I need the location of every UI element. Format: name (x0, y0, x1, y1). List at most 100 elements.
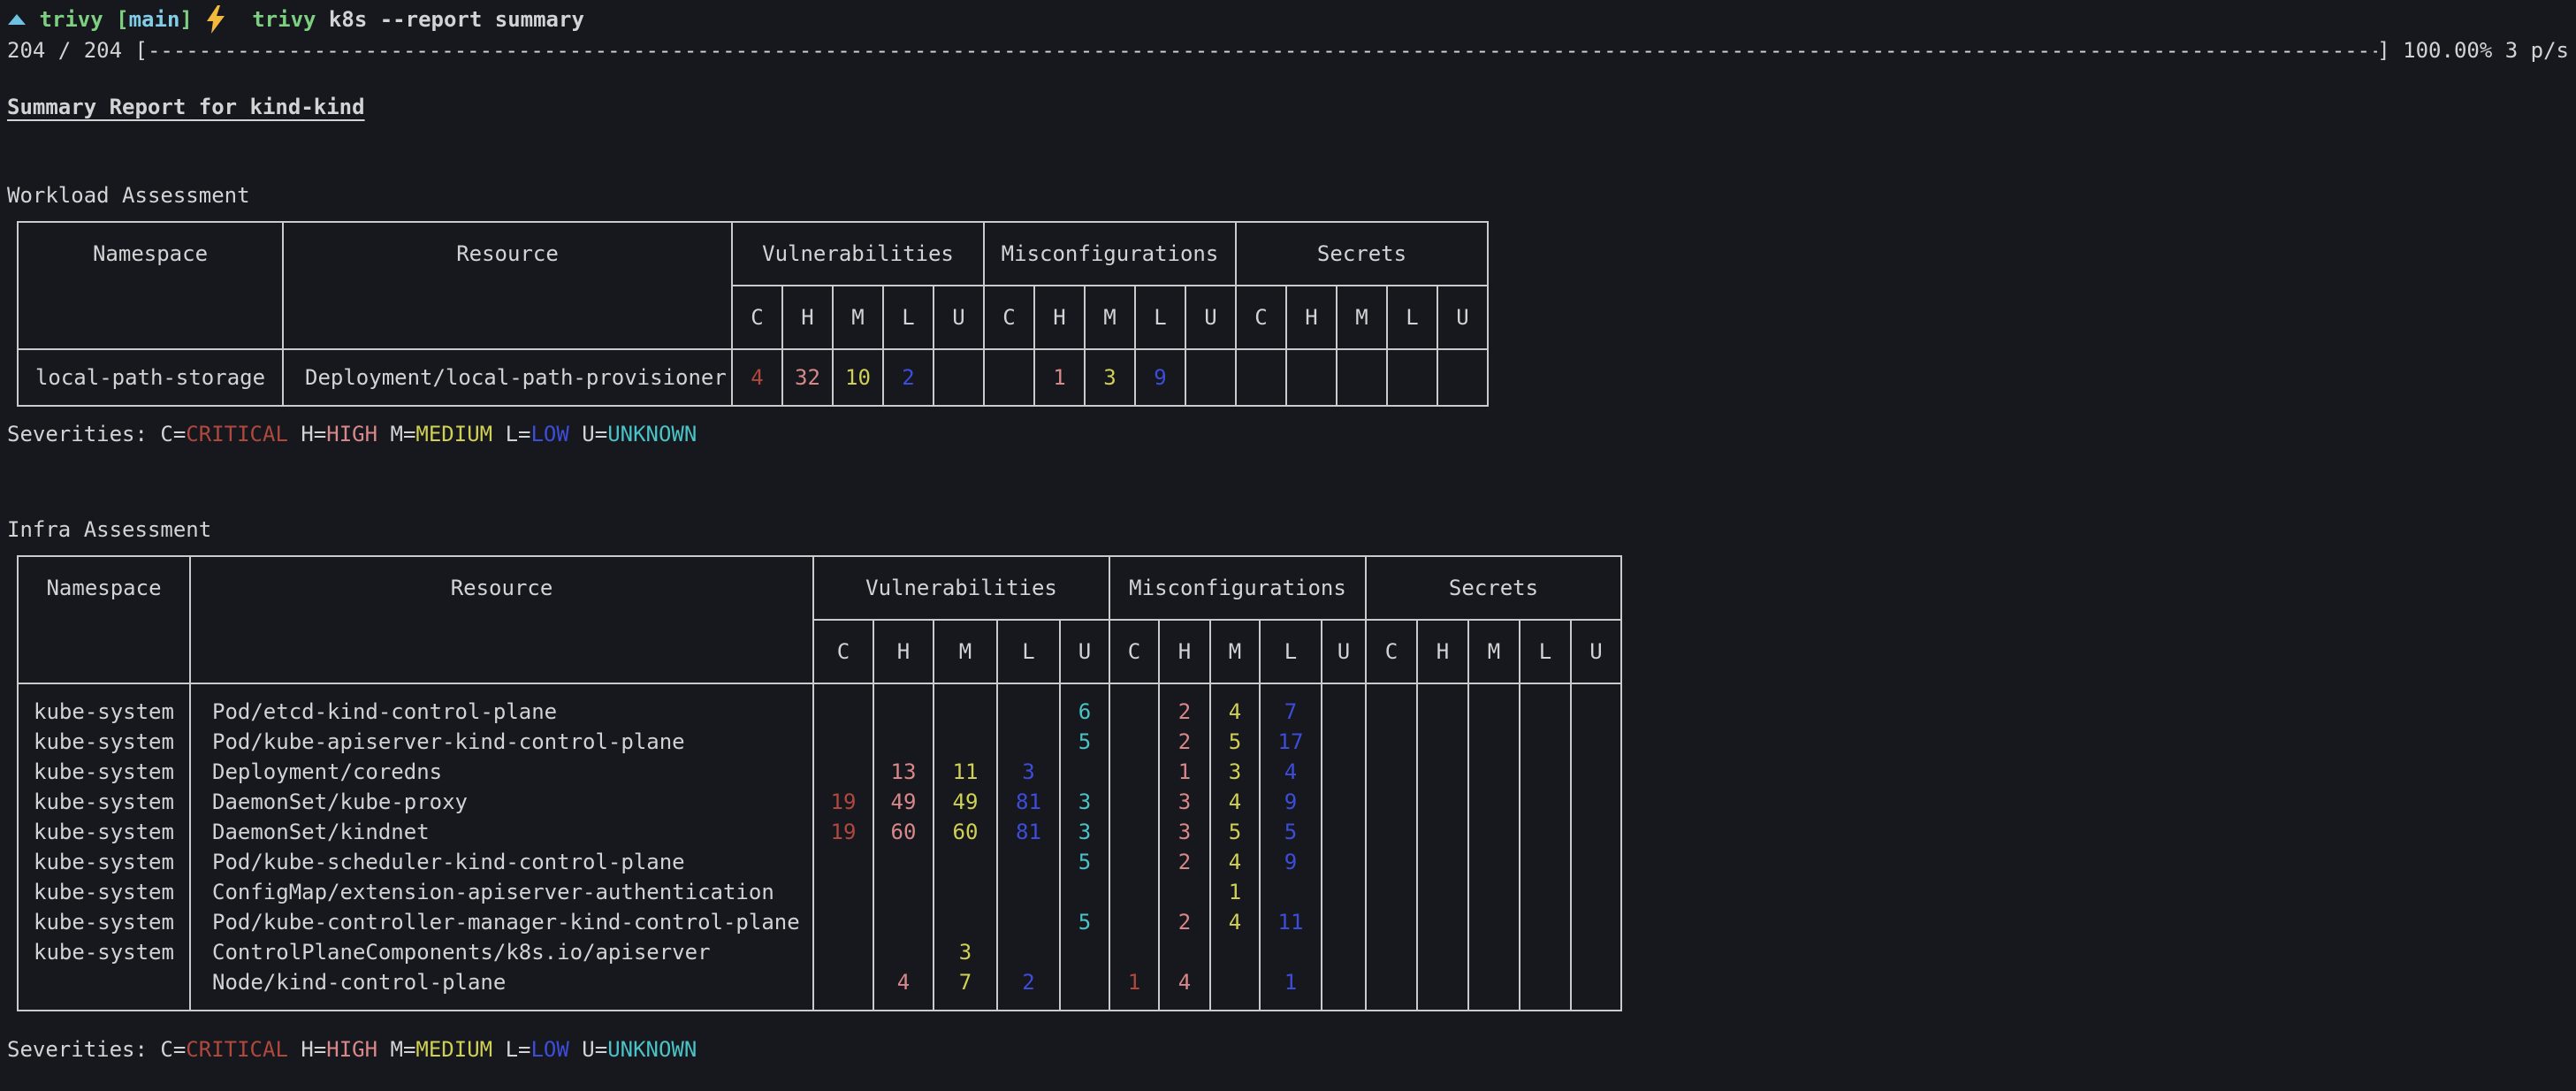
count-cell: 3 (1177, 820, 1192, 844)
count-cell (874, 697, 933, 727)
count-cell (1237, 362, 1285, 393)
prompt-segment: trivy (252, 6, 316, 32)
infra-table-slot: Namespace Resource Vulnerabilities Misconfi… (7, 555, 2569, 1011)
legend-value-unknown: UNKNOWN (607, 422, 697, 446)
resource-cell: DaemonSet/kube-proxy (212, 790, 468, 814)
subcolumn-header-misconfigurations-U: U (1185, 285, 1237, 350)
progress-stats: ] 100.00% 3 p/s (2377, 38, 2569, 63)
misconfigurations-high-column: 2 2 1 3 3 2 2 4 (1158, 683, 1211, 1011)
subcolumn-header-misconfigurations-H: H (1158, 619, 1211, 684)
misconfigurations-medium-column: 3 (1084, 348, 1136, 407)
workload-assessment-table: Namespace Resource Vulnerabilities Misconfi… (17, 221, 1489, 407)
subcolumn-header-secrets-M: M (1336, 285, 1388, 350)
group-header-misconfigurations: Misconfigurations (983, 221, 1237, 286)
resource-cell: Pod/kube-controller-manager-kind-control… (212, 910, 800, 935)
count-cell: 3 (1103, 365, 1117, 390)
count-cell: 3 (1228, 759, 1242, 784)
prompt-segment (226, 4, 252, 34)
subcolumn-header-secrets-M: M (1467, 619, 1520, 684)
count-cell (1367, 787, 1416, 817)
subcolumn-header-misconfigurations-U: U (1321, 619, 1367, 684)
secrets-high-column (1416, 683, 1469, 1011)
count-cell: 5 (1078, 850, 1092, 874)
vulnerabilities-critical-column: 19 19 (812, 683, 874, 1011)
count-cell (1418, 787, 1467, 817)
count-cell (1572, 697, 1620, 727)
count-cell (1572, 937, 1620, 967)
count-cell (1469, 727, 1519, 757)
infra-assessment-table: Namespace Resource Vulnerabilities Misconfi… (17, 555, 1622, 1011)
count-cell (1367, 697, 1416, 727)
vulnerabilities-high-column: 32 (781, 348, 834, 407)
count-cell: 4 (1228, 699, 1242, 724)
resource-cell: Node/kind-control-plane (212, 970, 507, 995)
count-cell (1418, 937, 1467, 967)
terminal-screen[interactable]: trivy [main] trivy k8s --report summary … (0, 0, 2576, 1064)
count-cell (1061, 757, 1109, 787)
subcolumn-header-vulnerabilities-U: U (1059, 619, 1110, 684)
count-cell (1469, 877, 1519, 907)
misconfigurations-medium-column: 4 5 3 4 5 4 1 4 (1209, 683, 1261, 1011)
count-cell (1061, 877, 1109, 907)
vulnerabilities-medium-column: 11 49 60 3 7 (933, 683, 998, 1011)
count-cell (934, 907, 996, 937)
count-cell (1572, 967, 1620, 997)
subcolumn-header-vulnerabilities-H: H (781, 285, 834, 350)
legend-key-critical: C= (160, 422, 187, 446)
count-cell: 3 (1022, 759, 1035, 784)
vulnerabilities-unknown-column: 6 5 3 3 5 5 (1059, 683, 1110, 1011)
namespace-cell: kube-system (34, 940, 174, 965)
secrets-unknown-column (1437, 348, 1489, 407)
subcolumn-header-vulnerabilities-C: C (731, 285, 783, 350)
section-heading-infra: Infra Assessment (7, 517, 212, 542)
legend-key-low: L= (505, 1037, 531, 1062)
misconfigurations-unknown-column (1185, 348, 1237, 407)
vulnerabilities-low-column: 3 81 81 2 (996, 683, 1061, 1011)
count-cell (1211, 967, 1259, 997)
subcolumn-header-misconfigurations-M: M (1209, 619, 1261, 684)
vulnerabilities-high-column: 13 49 60 4 (873, 683, 934, 1011)
severity-legend: Severities: C=CRITICAL H=HIGH M=MEDIUM L… (7, 419, 2569, 449)
count-cell: 60 (952, 820, 979, 844)
resource-column: Deployment/local-path-provisioner (282, 348, 733, 407)
count-cell (814, 847, 873, 877)
subcolumn-header-secrets-C: C (1235, 285, 1287, 350)
count-cell (1061, 967, 1109, 997)
count-cell: 9 (1154, 365, 1167, 390)
count-cell (814, 877, 873, 907)
count-cell (1367, 907, 1416, 937)
severity-legend: Severities: C=CRITICAL H=HIGH M=MEDIUM L… (7, 1034, 2569, 1064)
subcolumn-header-misconfigurations-L: L (1259, 619, 1322, 684)
namespace-cell: kube-system (34, 699, 174, 724)
subcolumn-header-secrets-L: L (1519, 619, 1572, 684)
count-cell: 49 (890, 790, 917, 814)
subcolumn-header-secrets-C: C (1365, 619, 1418, 684)
count-cell (1469, 847, 1519, 877)
count-cell: 9 (1284, 850, 1298, 874)
column-header-resource: Resource (189, 555, 814, 684)
legend-key-low: L= (505, 422, 531, 446)
count-cell: 9 (1284, 790, 1298, 814)
subcolumn-header-vulnerabilities-H: H (873, 619, 934, 684)
group-header-vulnerabilities: Vulnerabilities (812, 555, 1110, 621)
count-cell (1418, 967, 1467, 997)
vulnerabilities-critical-column: 4 (731, 348, 783, 407)
count-cell (1469, 787, 1519, 817)
lightning-icon (205, 4, 226, 34)
legend-value-high: HIGH (326, 1037, 378, 1062)
subcolumn-header-misconfigurations-C: C (1109, 619, 1160, 684)
count-cell (1367, 937, 1416, 967)
count-cell: 1 (1177, 759, 1192, 784)
count-cell (1520, 817, 1570, 847)
subcolumn-header-vulnerabilities-M: M (832, 285, 884, 350)
count-cell (1322, 757, 1365, 787)
prompt-segment: main (128, 6, 180, 32)
count-cell: 2 (1177, 850, 1192, 874)
vulnerabilities-unknown-column (933, 348, 985, 407)
count-cell: 1 (1284, 970, 1298, 995)
count-cell (814, 727, 873, 757)
count-cell (985, 362, 1033, 393)
prompt-segment: trivy (39, 6, 103, 32)
column-header-namespace: Namespace (17, 221, 284, 350)
report-title: Summary Report for kind-kind (7, 95, 365, 119)
